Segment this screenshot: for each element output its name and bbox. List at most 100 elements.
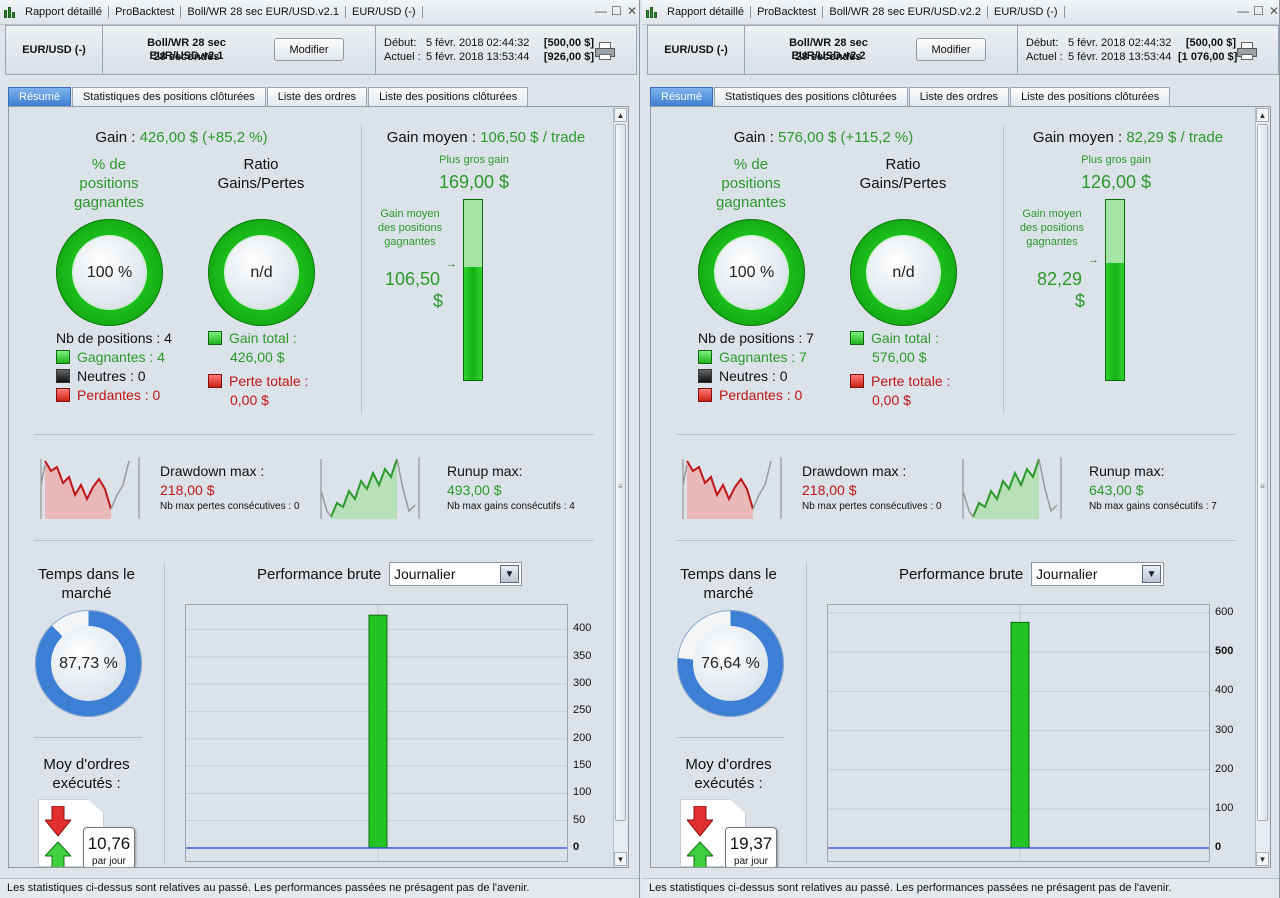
- time-in-market-label: Temps dans le marché: [38, 566, 135, 602]
- start-date: 5 févr. 2018 02:44:32: [1068, 37, 1172, 49]
- minimize-icon[interactable]: —: [595, 4, 607, 18]
- header-dates: Début: 5 févr. 2018 02:44:32 [500,00 $] Ac…: [1026, 36, 1238, 64]
- header-strategy-box: Boll/WR 28 sec EUR/USD.v2.2 28 secondes …: [746, 26, 1018, 74]
- time-in-market-value: 76,64 %: [693, 626, 768, 701]
- avg-gain-bar-fill: [1106, 263, 1124, 380]
- tab-closed-positions[interactable]: Liste des positions clôturées: [1010, 87, 1171, 106]
- tab-closed-stats[interactable]: Statistiques des positions clôturées: [713, 87, 908, 106]
- loss-total-row: Perte totale :: [850, 373, 950, 389]
- y-tick-label: 250: [573, 704, 592, 717]
- gain-total-label: Gain total :: [871, 330, 939, 346]
- max-gain-label: Plus gros gain: [439, 154, 509, 166]
- y-tick-label: 50: [573, 813, 586, 826]
- header-pair: EUR/USD (-): [648, 26, 745, 74]
- y-tick-label: 200: [1215, 762, 1234, 775]
- tab-closed-stats[interactable]: Statistiques des positions clôturées: [71, 87, 266, 106]
- tab-order-list[interactable]: Liste des ordres: [266, 87, 368, 106]
- perf-label: Performance brute: [257, 566, 382, 583]
- scroll-down-icon[interactable]: ▼: [614, 852, 627, 866]
- tab-resume[interactable]: Résumé: [8, 87, 71, 106]
- avg-winning-label: Gain moyen des positions gagnantes: [1019, 208, 1085, 248]
- gain-label: Gain :: [733, 129, 774, 146]
- scroll-down-icon[interactable]: ▼: [1256, 852, 1269, 866]
- tab-closed-positions[interactable]: Liste des positions clôturées: [368, 87, 529, 106]
- drawdown-sparkline: [39, 455, 145, 521]
- tab-resume[interactable]: Résumé: [650, 87, 713, 106]
- title-strategy: Boll/WR 28 sec EUR/USD.v2.2: [823, 6, 988, 18]
- pct-winning-label: % de positions gagnantes: [73, 156, 145, 211]
- ratio-value: n/d: [225, 236, 298, 309]
- separator: [676, 540, 1236, 541]
- period-select[interactable]: Journalier ▼: [389, 562, 522, 586]
- avg-gain-line: Gain moyen : 106,50 $ / trade: [361, 129, 611, 146]
- avg-gain-value: 82,29 $ / trade: [1126, 129, 1224, 146]
- printer-icon[interactable]: [595, 42, 615, 60]
- chart-app-icon: [645, 6, 658, 19]
- scroll-up-icon[interactable]: ▲: [614, 108, 627, 122]
- separator: [1003, 125, 1004, 413]
- max-gain-value: 169,00 $: [438, 172, 510, 192]
- maximize-icon[interactable]: ☐: [611, 4, 622, 18]
- close-icon[interactable]: ✕: [1269, 4, 1280, 18]
- drawdown-label: Drawdown max :: [160, 463, 265, 479]
- vertical-scrollbar[interactable]: ▲ ≡ ▼: [1255, 108, 1269, 866]
- gain-label: Gain :: [95, 129, 136, 146]
- header-strategy-box: Boll/WR 28 sec EUR/USD.v2.1 28 secondes …: [104, 26, 376, 74]
- orders-per-day-box: 19,37 par jour: [725, 827, 777, 867]
- y-tick-label: 400: [1215, 684, 1234, 697]
- y-tick-label: 100: [573, 786, 592, 799]
- summary-panel: Gain : 576,00 $ (+115,2 %) % de position…: [650, 106, 1271, 868]
- losing-count-row: Perdantes : 0: [698, 387, 802, 403]
- title-probacktest: ProBacktest: [109, 6, 182, 18]
- avg-gain-value: 106,50 $ / trade: [480, 129, 586, 146]
- minimize-icon[interactable]: —: [1237, 4, 1249, 18]
- avg-winning-value: 106,50: [384, 269, 440, 289]
- tab-order-list[interactable]: Liste des ordres: [908, 87, 1010, 106]
- performance-chart-svg: [186, 605, 567, 861]
- green-square-icon: [56, 350, 70, 364]
- losing-count-row: Perdantes : 0: [56, 387, 160, 403]
- avg-winning-unit: $: [432, 291, 443, 311]
- start-date: 5 févr. 2018 02:44:32: [426, 37, 530, 49]
- current-balance: [1 076,00 $]: [1178, 51, 1238, 63]
- gain-value: 426,00 $ (+85,2 %): [139, 129, 268, 146]
- time-in-market-label: Temps dans le marché: [680, 566, 777, 602]
- runup-sparkline: [319, 455, 425, 521]
- winning-count: Gagnantes : 4: [77, 349, 165, 365]
- green-square-icon: [698, 350, 712, 364]
- max-gain-label: Plus gros gain: [1081, 154, 1151, 166]
- modify-button[interactable]: Modifier: [274, 38, 344, 61]
- y-tick-label: 300: [1215, 723, 1234, 736]
- loss-total-row: Perte totale :: [208, 373, 308, 389]
- separator: [806, 563, 807, 863]
- report-header: EUR/USD (-) Boll/WR 28 sec EUR/USD.v2.2 …: [647, 25, 1279, 75]
- period-select[interactable]: Journalier ▼: [1031, 562, 1164, 586]
- loss-total-value: 0,00 $: [230, 392, 269, 408]
- max-gain-bar: [463, 199, 483, 381]
- max-gain-bar: [1105, 199, 1125, 381]
- gain-total-value: 576,00 $: [872, 349, 927, 365]
- maximize-icon[interactable]: ☐: [1253, 4, 1264, 18]
- vertical-scrollbar[interactable]: ▲ ≡ ▼: [613, 108, 627, 866]
- current-label: Actuel :: [1026, 51, 1063, 63]
- header-pair: EUR/USD (-): [6, 26, 103, 74]
- chevron-down-icon[interactable]: ▼: [1142, 565, 1161, 583]
- current-balance: [926,00 $]: [543, 51, 594, 63]
- scroll-thumb[interactable]: ≡: [615, 124, 626, 821]
- modify-button[interactable]: Modifier: [916, 38, 986, 61]
- title-report: Rapport détaillé: [661, 6, 752, 18]
- report-window: Rapport détaillé ProBacktest Boll/WR 28 …: [0, 0, 640, 898]
- status-bar: Les statistiques ci-dessus sont relative…: [642, 878, 1279, 898]
- tab-bar: Résumé Statistiques des positions clôtur…: [8, 87, 529, 106]
- chevron-down-icon[interactable]: ▼: [500, 565, 519, 583]
- drawdown-label: Drawdown max :: [802, 463, 907, 479]
- red-square-icon: [850, 374, 864, 388]
- scroll-thumb[interactable]: ≡: [1257, 124, 1268, 821]
- scroll-up-icon[interactable]: ▲: [1256, 108, 1269, 122]
- close-icon[interactable]: ✕: [627, 4, 638, 18]
- pct-winning-ring: 100 %: [56, 219, 163, 326]
- green-square-icon: [850, 331, 864, 345]
- start-label: Début:: [1026, 37, 1059, 49]
- current-label: Actuel :: [384, 51, 421, 63]
- printer-icon[interactable]: [1237, 42, 1257, 60]
